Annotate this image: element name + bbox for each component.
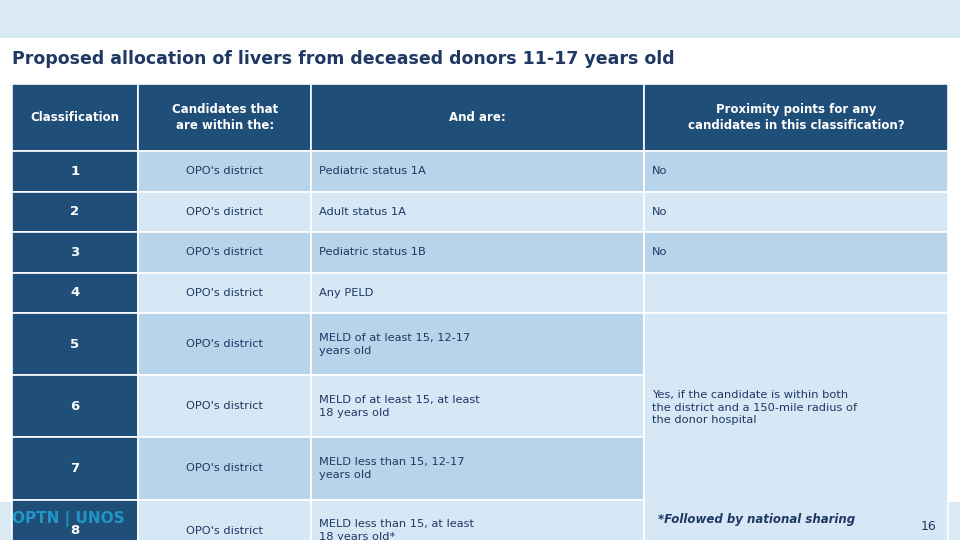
Bar [12, 232, 138, 273]
Bar [138, 437, 311, 500]
Text: OPO's district: OPO's district [186, 207, 263, 217]
Bar [311, 192, 644, 232]
Text: OPO's district: OPO's district [186, 401, 263, 411]
Text: Classification: Classification [31, 111, 119, 124]
Text: 2: 2 [70, 205, 80, 219]
Bar [311, 375, 644, 437]
Bar [12, 313, 138, 375]
Text: MELD of at least 15, 12-17
years old: MELD of at least 15, 12-17 years old [319, 333, 470, 356]
Text: OPO's district: OPO's district [186, 166, 263, 177]
Bar [138, 84, 311, 151]
Bar [12, 500, 138, 540]
Bar [0, 38, 960, 502]
Text: MELD of at least 15, at least
18 years old: MELD of at least 15, at least 18 years o… [319, 395, 480, 418]
Bar [311, 313, 644, 375]
Bar [311, 151, 644, 192]
Text: Proximity points for any
candidates in this classification?: Proximity points for any candidates in t… [688, 103, 904, 132]
Bar [138, 192, 311, 232]
Bar [12, 273, 138, 313]
Text: Yes, if the candidate is within both
the district and a 150-mile radius of
the d: Yes, if the candidate is within both the… [652, 390, 856, 426]
Bar [138, 375, 311, 437]
Text: 4: 4 [70, 286, 80, 300]
Bar [644, 84, 948, 151]
Text: OPO's district: OPO's district [186, 525, 263, 536]
Text: Proposed allocation of livers from deceased donors 11-17 years old: Proposed allocation of livers from decea… [12, 50, 674, 68]
Text: Any PELD: Any PELD [319, 288, 373, 298]
Text: And are:: And are: [449, 111, 506, 124]
Bar [311, 273, 644, 313]
Bar [644, 313, 948, 540]
Bar [644, 273, 948, 313]
Text: Pediatric status 1B: Pediatric status 1B [319, 247, 426, 258]
Text: Candidates that
are within the:: Candidates that are within the: [172, 103, 277, 132]
Text: 7: 7 [70, 462, 80, 475]
Text: *Followed by national sharing: *Followed by national sharing [658, 513, 854, 526]
Text: OPTN | UNOS: OPTN | UNOS [12, 511, 124, 528]
Text: Pediatric status 1A: Pediatric status 1A [319, 166, 426, 177]
Bar [12, 84, 138, 151]
Text: 16: 16 [921, 520, 936, 533]
Text: No: No [652, 166, 667, 177]
Text: No: No [652, 207, 667, 217]
Bar [138, 151, 311, 192]
Text: MELD less than 15, 12-17
years old: MELD less than 15, 12-17 years old [319, 457, 465, 480]
Bar [644, 232, 948, 273]
Bar [138, 273, 311, 313]
Text: OPO's district: OPO's district [186, 288, 263, 298]
Bar [12, 437, 138, 500]
Text: 6: 6 [70, 400, 80, 413]
Bar [311, 500, 644, 540]
Bar [12, 192, 138, 232]
Bar [12, 375, 138, 437]
Text: No: No [652, 247, 667, 258]
Text: OPO's district: OPO's district [186, 247, 263, 258]
Bar [138, 313, 311, 375]
Text: Adult status 1A: Adult status 1A [319, 207, 406, 217]
Text: OPO's district: OPO's district [186, 463, 263, 474]
Bar [311, 232, 644, 273]
Bar [138, 232, 311, 273]
Bar [311, 437, 644, 500]
Text: MELD less than 15, at least
18 years old*: MELD less than 15, at least 18 years old… [319, 519, 474, 540]
Text: OPO's district: OPO's district [186, 339, 263, 349]
Text: 1: 1 [70, 165, 80, 178]
Bar [644, 151, 948, 192]
Bar [12, 151, 138, 192]
Bar [138, 500, 311, 540]
Bar [311, 84, 644, 151]
Text: 5: 5 [70, 338, 80, 351]
Text: 3: 3 [70, 246, 80, 259]
Text: 8: 8 [70, 524, 80, 537]
Bar [644, 192, 948, 232]
